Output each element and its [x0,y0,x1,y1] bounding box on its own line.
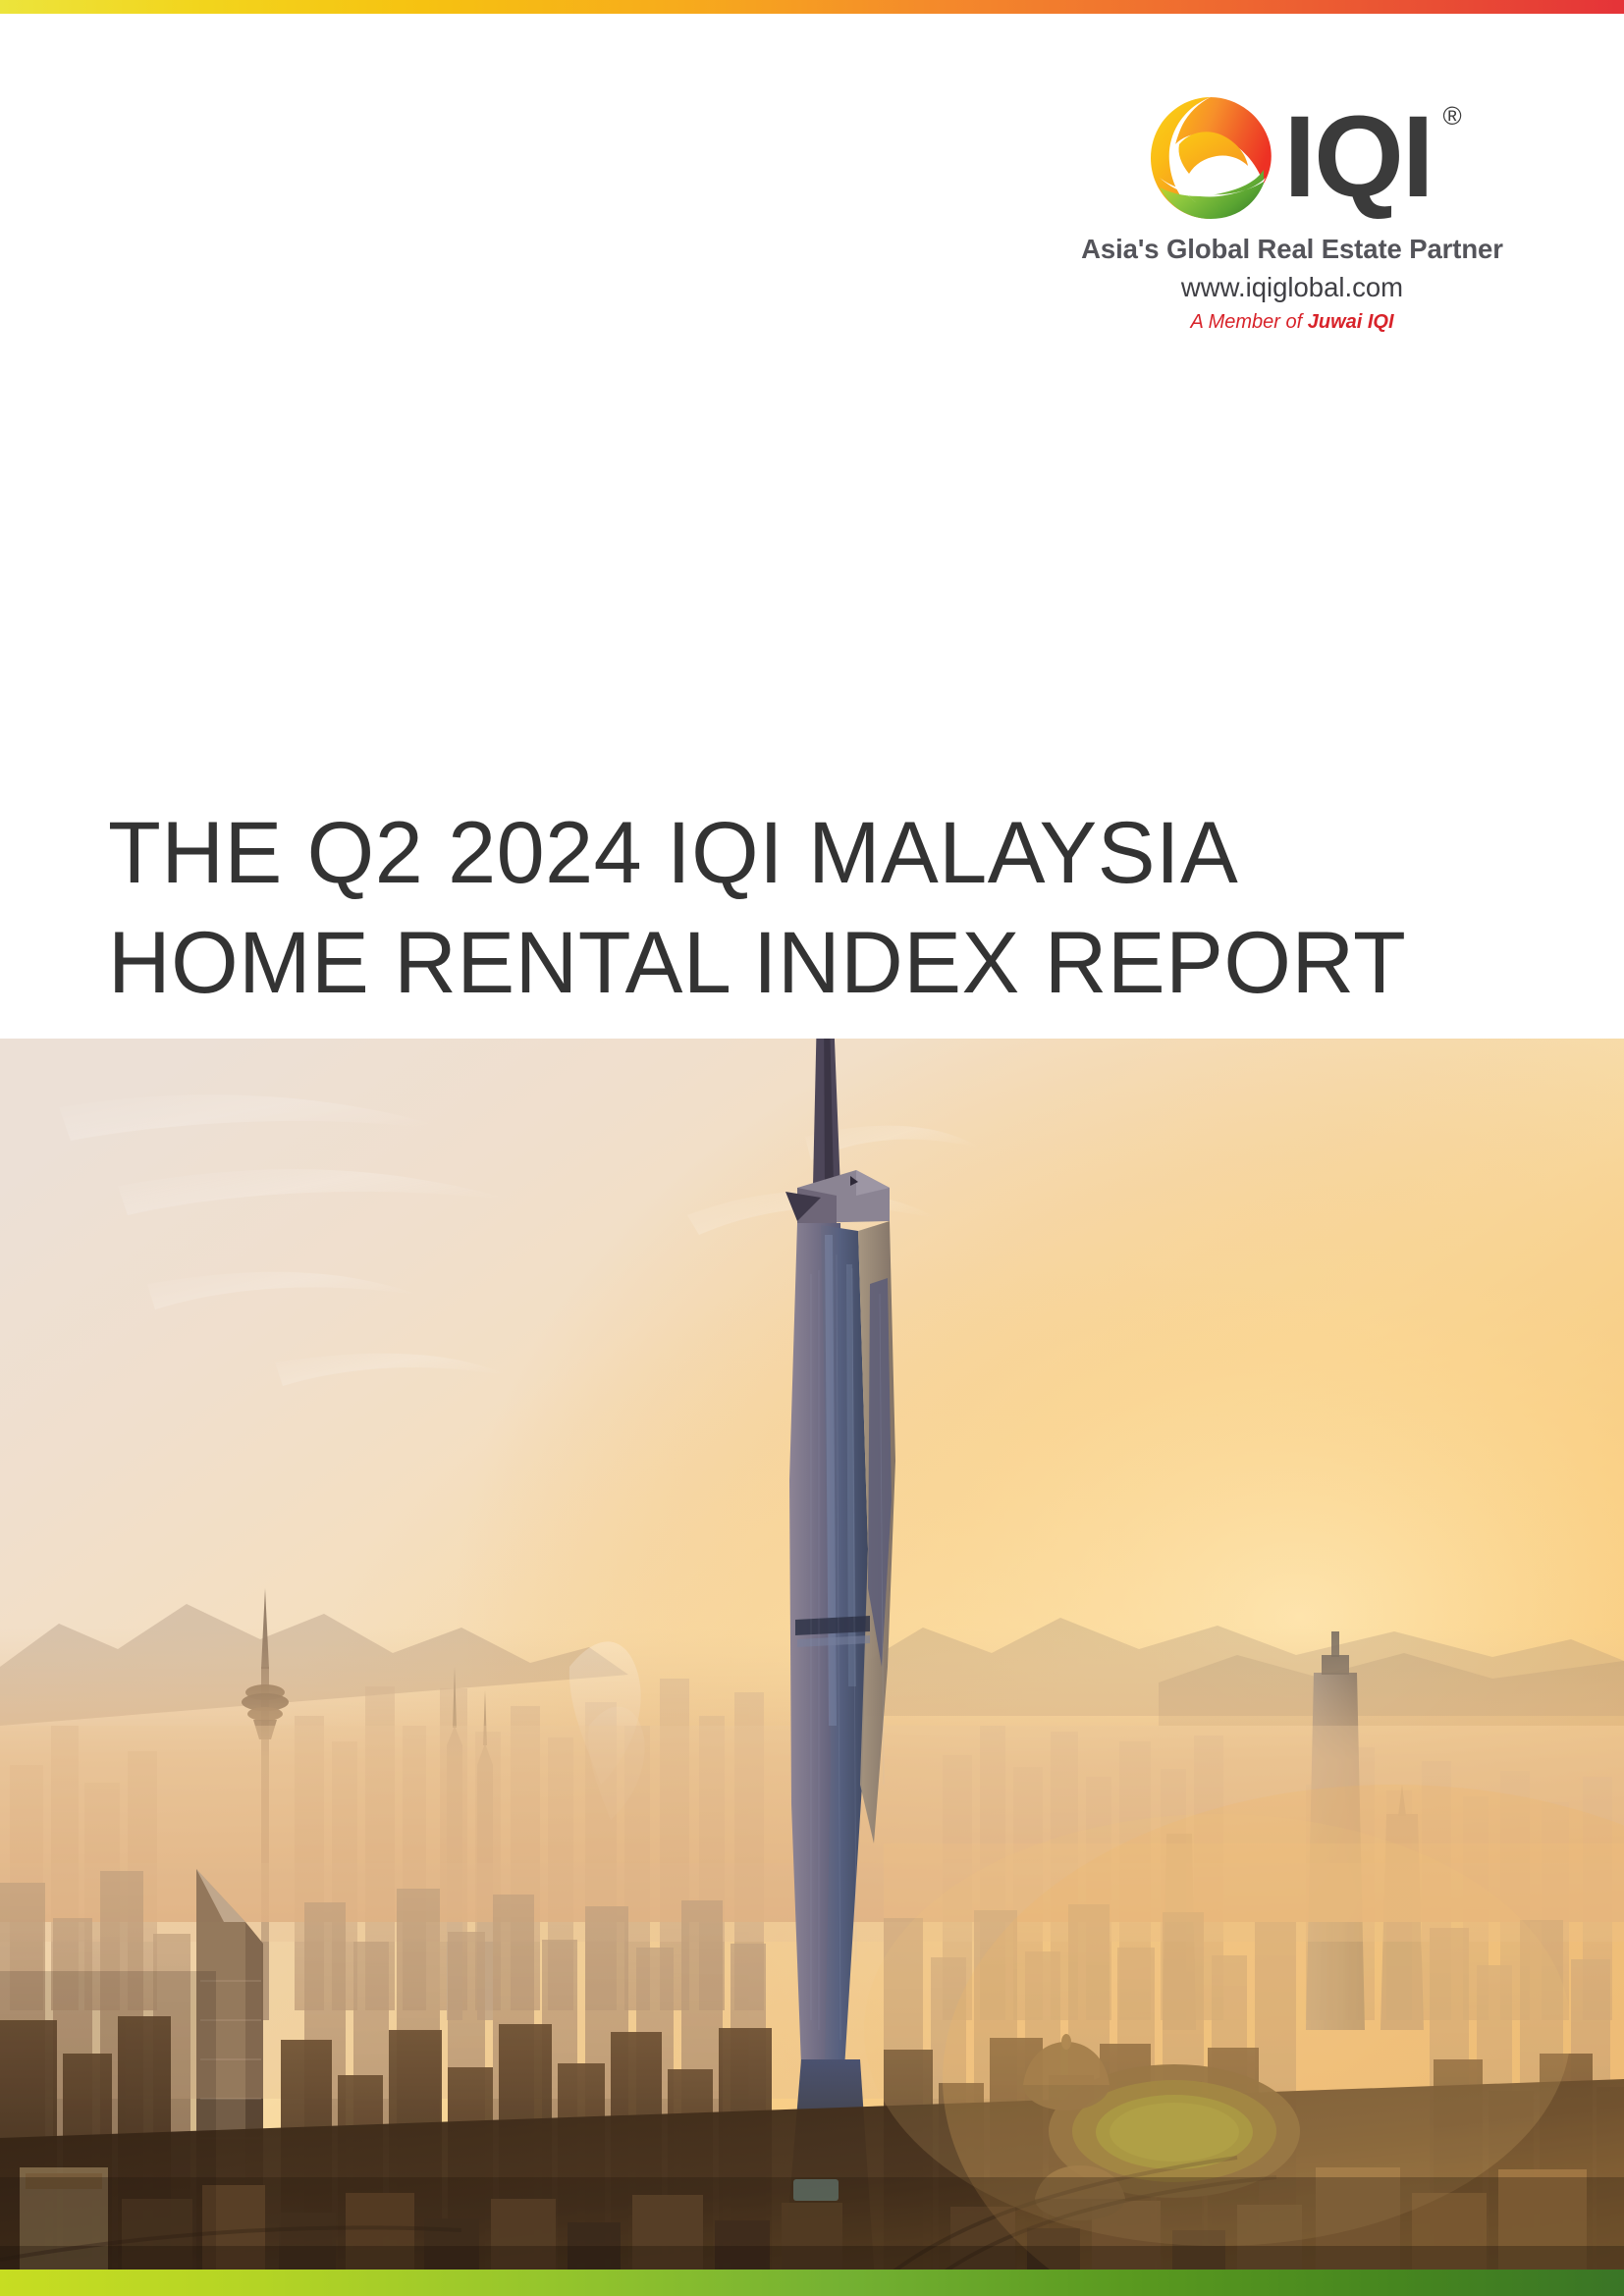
kuala-lumpur-skyline-sunrise-photo [0,1039,1624,2296]
iqi-wordmark: IQI ® [1283,99,1461,215]
cover-title-line-1: THE Q2 2024 IQI MALAYSIA [108,802,1239,901]
registered-trademark-icon: ® [1442,101,1462,132]
secondary-dome [1035,2165,1125,2220]
iqi-sphere-logo-icon [1151,97,1272,219]
top-accent-bar [0,0,1624,14]
iqi-logo-block: IQI ® Asia's Global Real Estate Partner w… [1047,94,1538,334]
bottom-accent-bar [0,2269,1624,2296]
member-brand: Juwai IQI [1307,311,1394,333]
mosque-dome [1023,2034,1110,2110]
iqi-wordmark-text: IQI [1283,92,1434,223]
member-prefix: A Member of [1190,311,1308,333]
merdeka-stadium [1049,2064,1300,2198]
logo-member-line: A Member of Juwai IQI [1047,311,1538,334]
logo-mark-row: IQI ® [1047,94,1538,222]
cover-title-line-2: HOME RENTAL INDEX REPORT [108,912,1407,1011]
logo-website[interactable]: www.iqiglobal.com [1180,272,1404,302]
logo-tagline: Asia's Global Real Estate Partner [1081,234,1503,264]
cover-title: THE Q2 2024 IQI MALAYSIA HOME RENTAL IND… [108,797,1522,1017]
skyline-illustration [0,1039,1624,2296]
